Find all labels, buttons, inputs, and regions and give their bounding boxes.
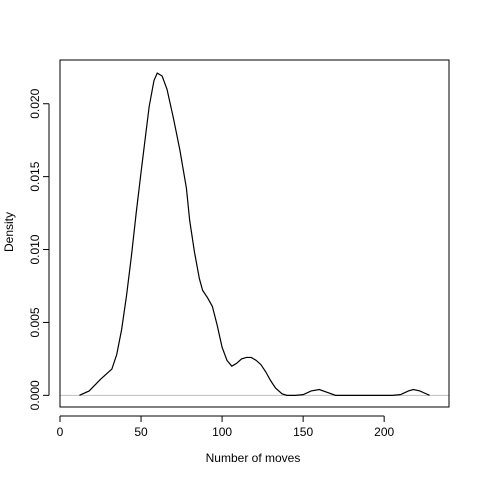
x-tick-label: 200 [374,425,394,439]
y-tick-label: 0.005 [28,307,42,337]
x-tick-label: 0 [57,425,64,439]
x-axis-title: Number of moves [206,451,301,465]
y-tick-label: 0.015 [28,161,42,191]
x-tick-label: 50 [134,425,148,439]
y-tick-label: 0.020 [28,88,42,118]
y-tick-label: 0.010 [28,234,42,264]
x-tick-label: 100 [212,425,232,439]
x-tick-label: 150 [293,425,313,439]
y-tick-label: 0.000 [28,380,42,410]
x-axis: 0 50 100 150 200 [57,415,394,439]
y-axis: 0.000 0.005 0.010 0.015 0.020 [28,88,50,410]
density-curve [79,72,430,396]
plot-frame [59,59,450,408]
y-axis-title: Density [2,212,16,252]
